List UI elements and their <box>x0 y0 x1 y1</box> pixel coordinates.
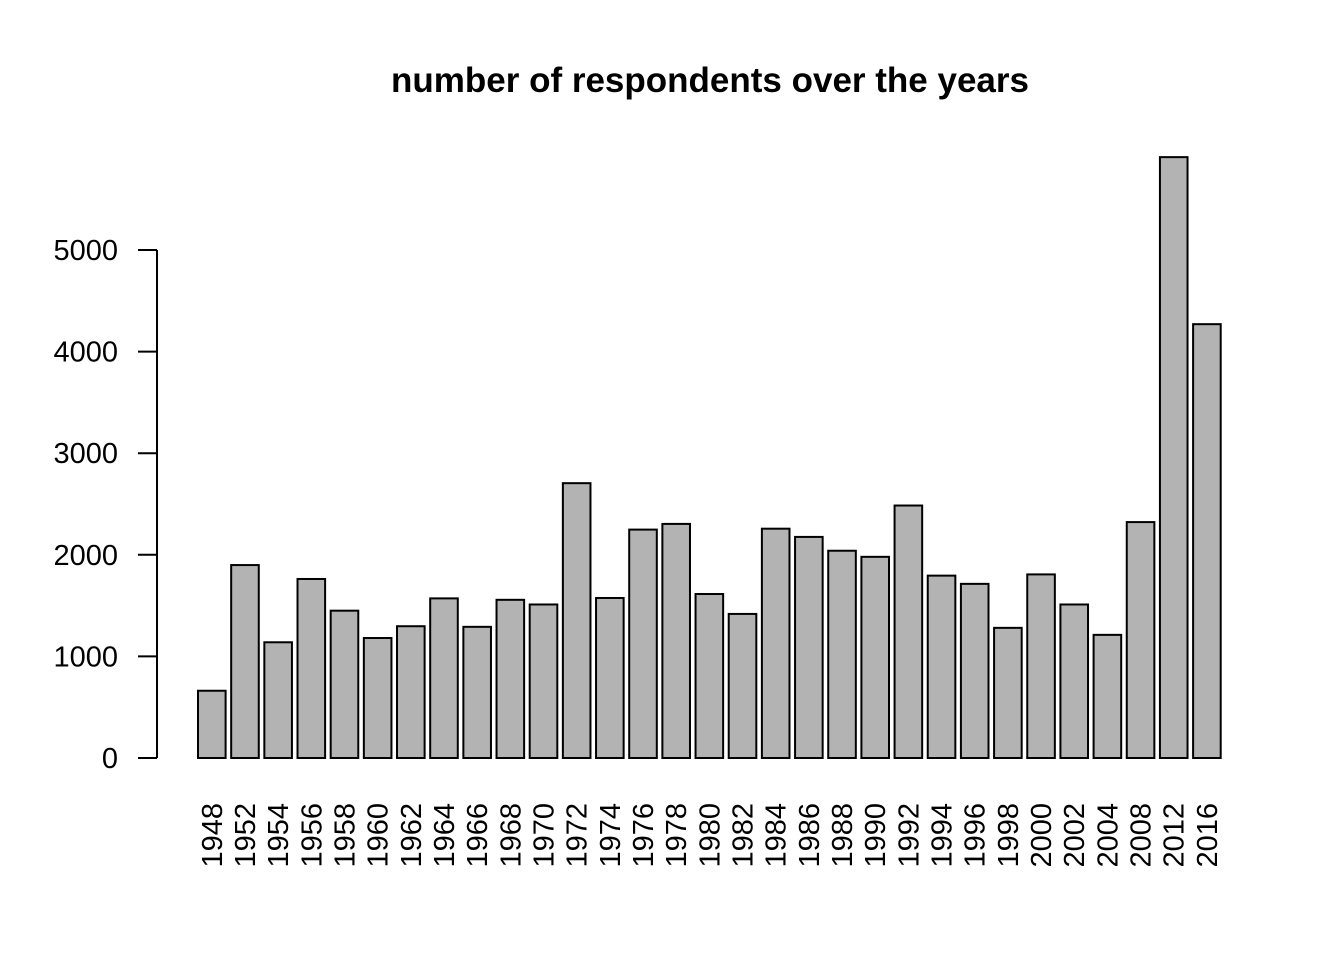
bar-1982 <box>727 612 758 760</box>
x-tick-label: 1984 <box>761 803 793 868</box>
x-tick-label: 1948 <box>197 803 229 868</box>
x-tick-label: 1990 <box>860 803 892 868</box>
bar-1976 <box>628 528 658 760</box>
bar-1968 <box>495 598 526 759</box>
bar-1986 <box>794 535 824 759</box>
y-tick-label: 5000 <box>53 235 118 267</box>
x-tick-label: 2008 <box>1126 803 1158 868</box>
bar-1956 <box>296 577 327 759</box>
x-tick-label: 1994 <box>927 803 959 868</box>
bar-1996 <box>959 582 990 759</box>
x-tick-label: 1958 <box>329 803 361 868</box>
bar-1948 <box>197 689 227 759</box>
x-tick-label: 1970 <box>529 803 561 868</box>
x-tick-label: 2000 <box>1026 803 1058 868</box>
bar-1952 <box>230 564 260 759</box>
x-tick-label: 1998 <box>993 803 1025 868</box>
bar-1978 <box>661 522 691 759</box>
bar-1990 <box>860 555 891 759</box>
bar-2004 <box>1092 633 1123 759</box>
bars <box>197 156 1222 760</box>
bar-1980 <box>694 593 725 759</box>
bar-1960 <box>362 637 393 759</box>
x-tick-label: 1966 <box>462 803 494 868</box>
y-tick-label: 4000 <box>53 337 118 369</box>
x-tick-label: 1976 <box>628 803 660 868</box>
x-tick-label: 2016 <box>1192 803 1224 868</box>
bar-1964 <box>429 597 459 760</box>
x-tick-label: 1980 <box>694 803 726 868</box>
bar-1992 <box>893 504 924 759</box>
x-tick-label: 2004 <box>1092 803 1124 868</box>
x-tick-label: 1974 <box>595 803 627 868</box>
bar-1970 <box>528 603 559 760</box>
bar-2016 <box>1192 323 1222 759</box>
x-tick-label: 1956 <box>296 803 328 868</box>
x-tick-label: 1986 <box>794 803 826 868</box>
y-axis: 0 1000 2000 3000 4000 5000 <box>53 235 158 775</box>
bar-2000 <box>1026 573 1056 760</box>
x-tick-label: 1972 <box>562 803 594 868</box>
x-tick-label: 1962 <box>396 803 428 868</box>
chart-title: number of respondents over the years <box>391 61 1029 100</box>
bar-2008 <box>1125 521 1156 759</box>
x-tick-label: 2002 <box>1059 803 1091 868</box>
x-tick-label: 1960 <box>363 803 395 868</box>
x-tick-label: 1964 <box>429 803 461 868</box>
x-tick-label: 1996 <box>960 803 992 868</box>
y-tick-label: 2000 <box>53 540 118 572</box>
x-tick-label: 1992 <box>893 803 925 868</box>
bar-1972 <box>561 482 592 759</box>
bar-1954 <box>263 641 293 759</box>
bar-1974 <box>595 596 625 759</box>
x-tick-label: 2012 <box>1159 803 1191 868</box>
bar-1966 <box>462 625 492 760</box>
x-tick-label: 1952 <box>230 803 262 868</box>
bar-2012 <box>1158 156 1189 760</box>
bar-1958 <box>329 609 360 759</box>
x-tick-label: 1968 <box>495 803 527 868</box>
bar-1984 <box>760 527 791 759</box>
bar-1962 <box>396 625 426 759</box>
x-tick-label: 1954 <box>263 803 295 868</box>
y-tick-label: 3000 <box>53 438 118 470</box>
bar-2002 <box>1059 603 1090 760</box>
y-tick-label: 1000 <box>53 641 118 673</box>
bar-1998 <box>993 626 1023 759</box>
x-axis-labels: 1948 1952 1954 1956 1958 1960 1962 1964 1966 1968… <box>197 803 1224 868</box>
y-tick-label: 0 <box>102 743 118 775</box>
x-tick-label: 1978 <box>661 803 693 868</box>
bar-1988 <box>827 549 857 760</box>
x-tick-label: 1982 <box>728 803 760 868</box>
bar-1994 <box>926 574 957 759</box>
x-tick-label: 1988 <box>827 803 859 868</box>
